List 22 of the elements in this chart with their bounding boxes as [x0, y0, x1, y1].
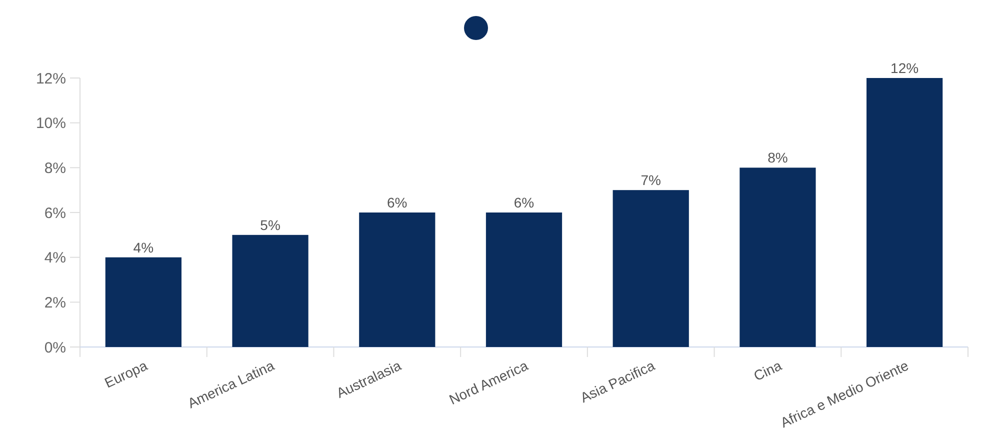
x-tick-label: Cina: [751, 357, 784, 384]
y-tick-label: 12%: [36, 70, 66, 88]
data-label: 8%: [768, 150, 788, 166]
y-tick-label: 0%: [44, 339, 66, 356]
bar: [105, 257, 182, 347]
bar: [486, 212, 562, 347]
bar: [359, 212, 436, 347]
bar: [232, 234, 308, 347]
data-label: 6%: [387, 194, 408, 210]
y-tick-label: 4%: [44, 250, 66, 267]
data-label: 7%: [640, 172, 661, 188]
data-label: 5%: [260, 216, 280, 233]
data-label: 6%: [514, 194, 534, 210]
data-label: 4%: [133, 239, 154, 256]
bar: [612, 190, 689, 347]
bar: [740, 168, 816, 347]
data-label: 12%: [890, 60, 919, 76]
y-tick-label: 8%: [44, 160, 66, 177]
bar: [866, 78, 943, 347]
y-tick-label: 2%: [44, 294, 66, 312]
y-tick-label: 6%: [44, 204, 66, 222]
y-tick-label: 10%: [36, 115, 66, 132]
